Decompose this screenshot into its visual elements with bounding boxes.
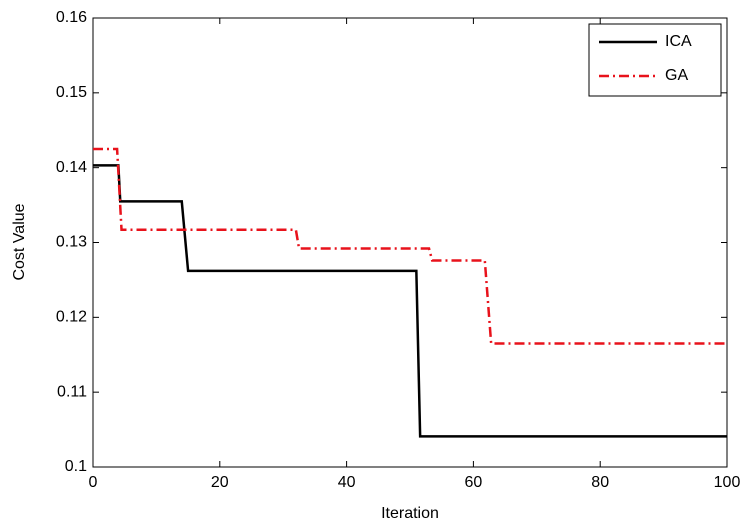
x-axis-label: Iteration: [381, 505, 439, 522]
x-tick-label: 0: [89, 474, 98, 491]
y-tick-label: 0.16: [56, 9, 87, 26]
y-tick-label: 0.15: [56, 84, 87, 101]
y-tick-label: 0.12: [56, 309, 87, 326]
x-tick-label: 40: [338, 474, 356, 491]
page: {"chart_data": {"type": "line", "x_label…: [0, 0, 746, 525]
y-tick-label: 0.14: [56, 159, 87, 176]
x-tick-label: 100: [714, 474, 741, 491]
x-tick-label: 20: [211, 474, 229, 491]
legend-label: ICA: [665, 33, 692, 50]
x-tick-label: 60: [465, 474, 483, 491]
chart: Iteration Cost Value 0.1 0.11 0.12 0.13 0.14…: [0, 0, 746, 525]
x-tick-label: 80: [591, 474, 609, 491]
legend-box: [589, 24, 721, 96]
y-tick-label: 0.11: [57, 383, 87, 400]
y-axis-label: Cost Value: [11, 203, 28, 280]
y-tick-label: 0.1: [65, 458, 87, 475]
legend-label: GA: [665, 67, 688, 84]
y-tick-label: 0.13: [56, 234, 87, 251]
